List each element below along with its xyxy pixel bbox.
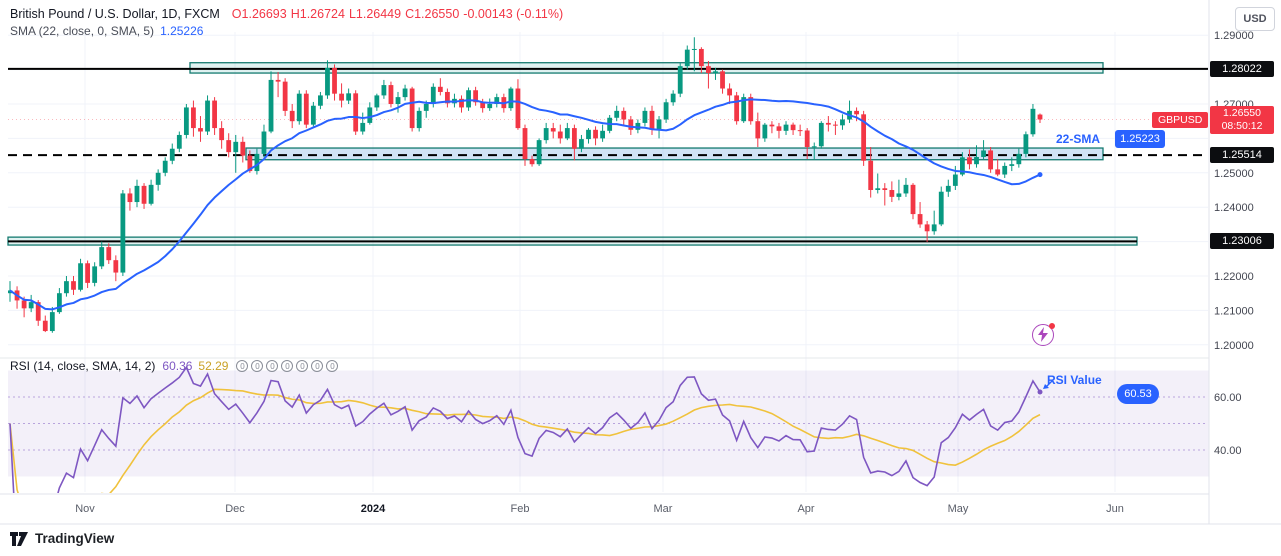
price-axis[interactable] — [1209, 0, 1281, 524]
svg-text:40.00: 40.00 — [1214, 445, 1242, 457]
price-axis-labels: 1.290001.270001.250001.240001.220001.210… — [1214, 30, 1254, 457]
bar-countdown: 08:50:12 — [1221, 120, 1263, 132]
rsi-pane — [8, 370, 1209, 477]
symbol-price-tag: GBPUSD — [1152, 112, 1209, 128]
ohlc-high: H1.26724 — [290, 7, 345, 21]
sma-legend[interactable]: SMA (22, close, 0, SMA, 5) 1.25226 — [10, 24, 203, 38]
sma-legend-value: 1.25226 — [160, 24, 204, 38]
sma-legend-label: SMA (22, close, 0, SMA, 5) — [10, 24, 155, 38]
resistance-price-badge: 1.28022 — [1210, 61, 1274, 77]
horizontal-level-lines[interactable] — [8, 67, 1208, 243]
mid-level-price-badge: 1.25514 — [1210, 147, 1274, 163]
svg-text:Nov: Nov — [75, 503, 95, 515]
svg-text:1.24000: 1.24000 — [1214, 202, 1254, 214]
currency-toggle-button[interactable]: USD — [1235, 7, 1275, 31]
rsi-ma-value: 52.29 — [198, 359, 229, 373]
svg-text:Feb: Feb — [511, 503, 530, 515]
rsi-marker-circle: 0 — [266, 360, 279, 372]
current-price-value: 1.26550 — [1223, 107, 1261, 119]
rsi-marker-circle: 0 — [311, 360, 324, 372]
support-price-badge: 1.23006 — [1210, 233, 1274, 249]
ohlc-close: C1.26550 — [405, 7, 460, 21]
tradingview-logo-text: TradingView — [35, 531, 115, 546]
rsi-legend-value: 60.36 — [162, 359, 193, 373]
svg-text:1.22000: 1.22000 — [1214, 271, 1254, 283]
rsi-marker-circle: 0 — [296, 360, 309, 372]
lightning-bolt-icon — [1038, 327, 1048, 342]
svg-text:Apr: Apr — [797, 503, 814, 515]
rsi-marker-circle: 0 — [281, 360, 294, 372]
svg-text:May: May — [948, 503, 969, 515]
candles-layer — [8, 37, 1043, 333]
svg-text:Jun: Jun — [1106, 503, 1124, 515]
tradingview-logo-icon — [10, 531, 28, 546]
sma-line[interactable] — [9, 98, 1041, 311]
svg-text:1.25000: 1.25000 — [1214, 168, 1254, 180]
svg-text:2024: 2024 — [361, 503, 386, 515]
svg-text:1.20000: 1.20000 — [1214, 340, 1254, 352]
rsi-ma-line — [9, 388, 1041, 493]
rsi-marker-circle: 0 — [326, 360, 339, 372]
svg-text:1.29000: 1.29000 — [1214, 30, 1254, 42]
time-axis-labels: Nov Dec 2024 Feb Mar Apr May Jun — [75, 503, 1124, 515]
grid-layer — [8, 32, 1208, 492]
sma-callout-label[interactable]: 22-SMA — [1056, 132, 1101, 146]
lightning-alert-icon[interactable] — [1032, 323, 1055, 346]
tradingview-logo[interactable]: TradingView — [10, 531, 114, 546]
current-price-badge: 1.26550 08:50:12 — [1210, 106, 1274, 134]
symbol-legend[interactable]: British Pound / U.S. Dollar, 1D, FXCM O1.… — [10, 7, 563, 21]
rsi-legend[interactable]: RSI (14, close, SMA, 14, 2) 60.36 52.29 … — [10, 359, 339, 373]
symbol-title: British Pound / U.S. Dollar, 1D, FXCM — [10, 7, 220, 21]
ohlc-open: O1.26693 — [231, 7, 287, 21]
notification-dot — [1049, 323, 1055, 329]
supply-demand-zones — [7, 62, 1138, 246]
ohlc-low: L1.26449 — [348, 7, 402, 21]
svg-text:1.21000: 1.21000 — [1214, 305, 1254, 317]
rsi-callout-label[interactable]: RSI Value — [1047, 373, 1102, 387]
sma-callout-badge[interactable]: 1.25223 — [1115, 130, 1165, 148]
svg-text:Dec: Dec — [225, 503, 245, 515]
ohlc-change: -0.00143 (-0.11%) — [463, 7, 564, 21]
time-axis[interactable] — [0, 494, 1209, 524]
rsi-legend-label: RSI (14, close, SMA, 14, 2) — [10, 359, 156, 373]
rsi-callout-badge[interactable]: 60.53 — [1117, 384, 1159, 404]
rsi-marker-circle: 0 — [236, 360, 249, 372]
svg-text:Mar: Mar — [654, 503, 673, 515]
svg-text:60.00: 60.00 — [1214, 392, 1242, 404]
rsi-line — [9, 365, 1041, 493]
rsi-marker-circle: 0 — [251, 360, 264, 372]
